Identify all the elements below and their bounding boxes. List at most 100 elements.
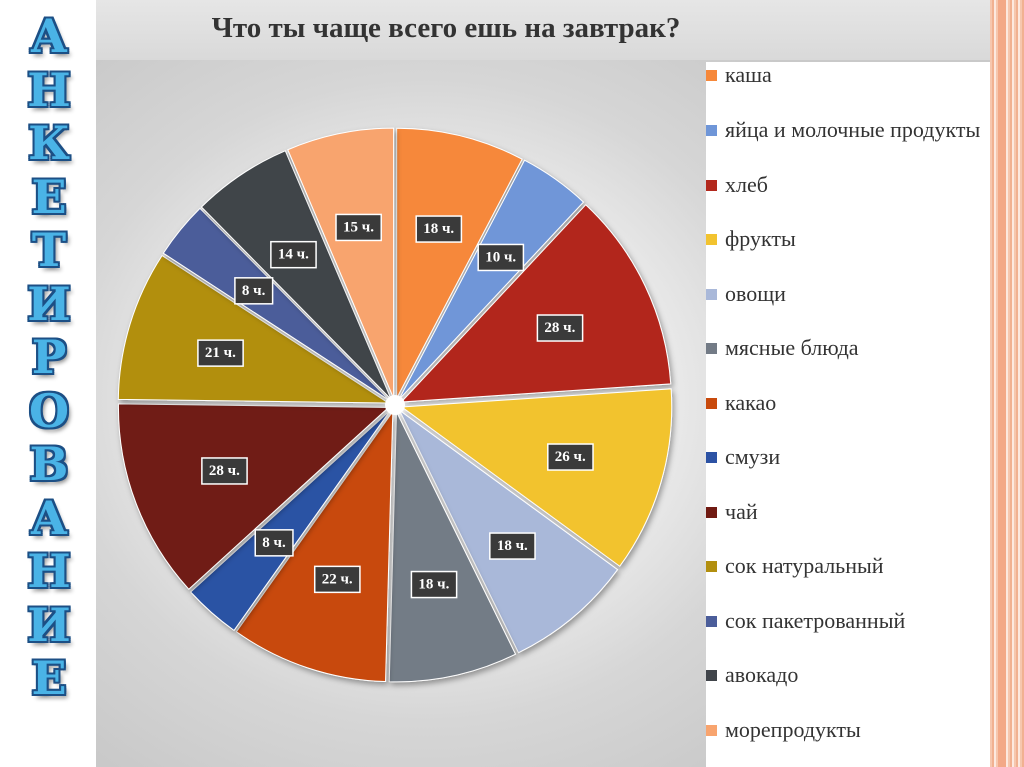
legend-item: овощи (706, 281, 990, 307)
data-label: 10 ч. (477, 243, 525, 272)
data-label: 15 ч. (335, 213, 382, 242)
legend-swatch (706, 289, 717, 300)
data-label-text: 21 ч. (205, 345, 236, 361)
pie-slice (162, 207, 390, 401)
legend-item: морепродукты (706, 717, 990, 743)
data-label-box (254, 529, 294, 557)
data-label-box (313, 565, 361, 594)
legend-label: мясные блюда (725, 335, 859, 360)
legend-label: смузи (725, 444, 781, 469)
legend-item: какао (706, 390, 990, 416)
legend-swatch (706, 125, 717, 136)
side-title-letter: Н (27, 544, 71, 598)
side-title-letter: И (27, 276, 71, 331)
data-label: 8 ч. (234, 277, 274, 305)
data-label: 18 ч. (410, 570, 458, 599)
legend-label: какао (725, 390, 777, 415)
data-label: 21 ч. (197, 339, 244, 367)
side-title-letter: К (28, 116, 70, 170)
legend-swatch (706, 343, 717, 354)
legend-item: сок пакетрованный (706, 608, 990, 634)
legend-label: авокадо (725, 662, 799, 687)
chart-title: Что ты чаще всего ешь на завтрак? (211, 12, 681, 44)
pie-slice (396, 127, 523, 399)
data-label: 14 ч. (270, 240, 317, 269)
data-label-text: 18 ч. (497, 538, 528, 554)
legend-item: каша (706, 62, 990, 88)
data-label-box (270, 240, 317, 269)
data-label-text: 14 ч. (278, 247, 309, 263)
data-label-box (197, 339, 244, 367)
data-label-box (201, 457, 248, 485)
side-title-letter: Е (31, 169, 67, 224)
data-label-text: 28 ч. (544, 320, 575, 336)
data-label: 28 ч. (536, 314, 584, 342)
legend-label: овощи (725, 281, 786, 306)
data-label-text: 26 ч. (555, 449, 586, 465)
data-label-text: 18 ч. (418, 577, 449, 593)
side-title-letter: И (27, 597, 71, 652)
data-label-text: 15 ч. (343, 219, 374, 235)
side-title-letter: Р (31, 330, 67, 384)
pie-slice (200, 150, 392, 400)
data-label: 8 ч. (254, 529, 294, 557)
legend-label: каша (725, 62, 772, 87)
side-title-letter: О (28, 383, 70, 438)
data-label-box (410, 570, 458, 599)
legend-label: сок пакетрованный (725, 608, 906, 633)
legend-swatch (706, 725, 717, 736)
data-label: 26 ч. (547, 443, 594, 471)
decorative-border (990, 0, 1024, 767)
legend-swatch (706, 180, 717, 191)
side-title-letter: А (30, 9, 68, 63)
pie-slice (400, 388, 673, 567)
legend-item: чай (706, 499, 990, 525)
data-label-text: 8 ч. (242, 283, 266, 299)
legend-label: чай (725, 499, 758, 524)
side-title-letter: Н (27, 62, 71, 117)
legend-swatch (706, 452, 717, 463)
data-label: 22 ч. (313, 565, 361, 594)
data-label-box (234, 277, 274, 305)
data-label-text: 10 ч. (485, 249, 516, 265)
data-label-box (547, 443, 594, 471)
pie-slice (388, 411, 517, 683)
data-label: 18 ч. (415, 215, 463, 243)
chart-legend: каша яйца и молочные продукты хлеб фрукты ов… (706, 62, 990, 767)
legend-item: хлеб (706, 172, 990, 198)
side-title-letter: Т (31, 223, 67, 277)
data-label-text: 28 ч. (209, 463, 240, 479)
legend-item: сок натуральный (706, 553, 990, 579)
data-label-box (489, 532, 536, 560)
pie-slice (400, 204, 672, 403)
side-title-letter: А (30, 490, 68, 545)
side-title: А Н К Е Т И Р О В А Н И Е (14, 9, 84, 767)
legend-label: хлеб (725, 172, 768, 197)
data-label-text: 8 ч. (262, 535, 286, 551)
legend-swatch (706, 616, 717, 627)
legend-label: фрукты (725, 226, 796, 251)
legend-swatch (706, 670, 717, 681)
data-label-box (536, 314, 584, 342)
legend-item: мясные блюда (706, 335, 990, 361)
data-label: 28 ч. (201, 457, 248, 485)
data-label-text: 18 ч. (423, 221, 454, 237)
pie-center (385, 395, 405, 415)
legend-item: смузи (706, 444, 990, 470)
pie-slice (189, 409, 391, 632)
legend-item: авокадо (706, 662, 990, 688)
legend-label: морепродукты (725, 717, 861, 742)
legend-label: сок натуральный (725, 553, 884, 578)
data-label-box (477, 243, 525, 272)
pie-slice (117, 403, 390, 590)
title-bar (96, 0, 990, 60)
data-label-text: 22 ч. (322, 571, 353, 587)
legend-label: яйца и молочные продукты (725, 117, 981, 142)
data-label-box (415, 215, 463, 243)
pie-slice (235, 410, 394, 683)
legend-swatch (706, 561, 717, 572)
side-title-letter: Е (31, 651, 67, 705)
pie-slice (399, 409, 619, 654)
data-label: 18 ч. (489, 532, 536, 560)
